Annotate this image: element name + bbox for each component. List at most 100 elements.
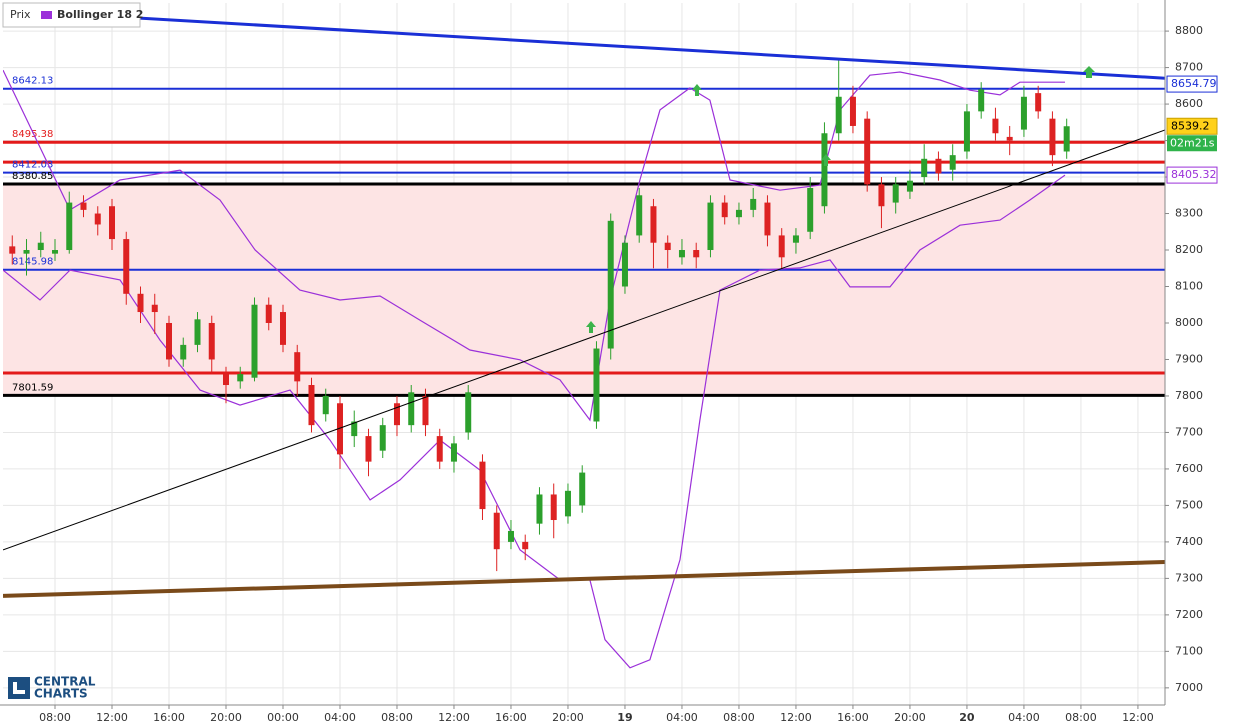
x-tick-label: 20 [959, 711, 975, 724]
logo: CENTRAL CHARTS [8, 675, 96, 701]
candle-body [379, 425, 386, 451]
candle-body [123, 239, 130, 294]
candle-body [365, 436, 372, 462]
candle-body [251, 304, 258, 378]
signal-arrow [1083, 66, 1095, 78]
candle-body [279, 312, 286, 345]
y-tick-label: 8700 [1175, 61, 1203, 74]
y-tick-label: 7600 [1175, 462, 1203, 475]
legend-swatch [41, 11, 52, 19]
x-tick-label: 08:00 [1065, 711, 1097, 724]
candle-body [66, 202, 73, 251]
candle-body [237, 374, 244, 382]
candle-body [750, 198, 757, 210]
candle-body [693, 250, 700, 258]
candle-body [109, 206, 116, 240]
candle-body [764, 202, 771, 236]
y-tick-label: 7200 [1175, 608, 1203, 621]
candle-body [949, 155, 956, 170]
y-tick-label: 8100 [1175, 280, 1203, 293]
band [3, 184, 1165, 396]
candle-body [450, 443, 457, 462]
x-tick-label: 00:00 [267, 711, 299, 724]
candle-body [963, 111, 970, 152]
countdown: 02m21s [1170, 136, 1215, 149]
candle-body [935, 158, 942, 174]
level-label: 8642.13 [12, 76, 53, 87]
candle-body [265, 304, 272, 323]
candle-body [1035, 93, 1042, 112]
candle-body [322, 395, 329, 415]
candle-body [137, 293, 144, 313]
candle-body [792, 235, 799, 243]
candle-body [992, 118, 999, 134]
y-tick-label: 7500 [1175, 498, 1203, 511]
candle-body [336, 403, 343, 455]
level-label: 7801.59 [12, 382, 53, 393]
candle-body [678, 250, 685, 258]
y-tick-label: 7800 [1175, 389, 1203, 402]
candle-body [436, 436, 443, 462]
x-tick-label: 20:00 [552, 711, 584, 724]
signal-arrow [586, 321, 596, 333]
candle-body [94, 213, 101, 225]
candle-body [493, 512, 500, 550]
candle-body [166, 322, 172, 360]
candle-body [721, 202, 728, 218]
countdown-box [1167, 135, 1217, 152]
level-label: 8380.85 [12, 171, 53, 182]
zone [3, 184, 1165, 396]
x-tick-label: 04:00 [324, 711, 356, 724]
candle-body [294, 352, 301, 382]
x-tick-label: 20:00 [210, 711, 242, 724]
candle-body [636, 195, 643, 236]
y-tick-label: 7900 [1175, 352, 1203, 365]
x-tick-label: 12:00 [1122, 711, 1154, 724]
y-tick-label: 8000 [1175, 316, 1203, 329]
candle-body [807, 187, 814, 232]
candle-body [194, 319, 201, 345]
y-tick-label: 8600 [1175, 97, 1203, 110]
candle-body [52, 250, 59, 254]
candle-body [892, 184, 899, 203]
logo-text: CHARTS [34, 687, 88, 701]
x-tick-label: 12:00 [438, 711, 470, 724]
level-label: 8412.03 [12, 160, 53, 171]
axes: 7000 7100 7200 7300 7400 7500 7600 7700 7800 7900… [39, 24, 1203, 724]
signal-arrow [821, 154, 831, 166]
candle-body [978, 89, 985, 112]
arrows [586, 66, 1095, 333]
price-tag [1166, 117, 1218, 135]
x-tick-label: 16:00 [153, 711, 185, 724]
candle-body [593, 348, 600, 422]
y-tick-label: 7700 [1175, 425, 1203, 438]
x-tick-label: 12:00 [96, 711, 128, 724]
x-tick-label: 12:00 [780, 711, 812, 724]
candle-body [9, 246, 16, 254]
signal-arrow [692, 84, 702, 96]
legend-label: Bollinger 18 2 [57, 8, 143, 21]
legend-label: Prix [10, 8, 31, 21]
candle-body [351, 421, 358, 437]
candle-body [849, 96, 856, 126]
candle-body [23, 250, 30, 254]
price-tag-label: 8654.79 [1171, 77, 1217, 90]
candle-body [308, 385, 315, 426]
candle-body [835, 96, 842, 134]
legend-box [2, 2, 141, 28]
candle-body [465, 392, 472, 433]
x-tick-label: 04:00 [1008, 711, 1040, 724]
x-tick-label: 04:00 [666, 711, 698, 724]
candle-body [1006, 136, 1013, 141]
price-tag-label: 8539.2 [1171, 119, 1210, 132]
candle-body [550, 494, 557, 521]
candle-body [821, 133, 828, 207]
logo-text: CENTRAL [34, 675, 96, 689]
y-tick-label: 7300 [1175, 571, 1203, 584]
candle-body [479, 461, 486, 510]
bollinger-lower [3, 174, 1066, 669]
candle-body [607, 220, 614, 349]
candle-body [864, 118, 871, 185]
price-tag [1166, 166, 1218, 184]
